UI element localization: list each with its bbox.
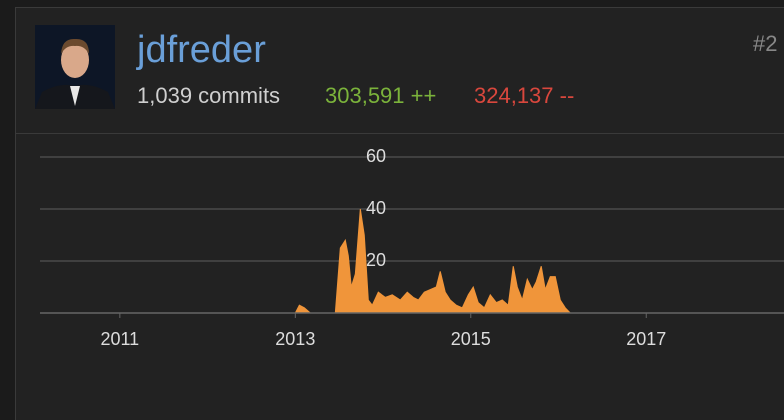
x-tick-label: 2015 [451, 329, 491, 349]
y-tick-label: 20 [366, 250, 386, 270]
deletions: 324,137 -- [474, 83, 574, 108]
page: jdfreder #2 1,039 commits 303,591 ++ 324… [0, 0, 784, 420]
card [16, 8, 784, 420]
user-name[interactable]: jdfreder [136, 29, 266, 71]
avatar[interactable] [35, 25, 115, 109]
commits[interactable]: 1,039 commits [137, 83, 280, 108]
x-tick-label: 2017 [626, 329, 666, 349]
additions: 303,591 ++ [325, 83, 436, 108]
rank: #2 [753, 31, 777, 56]
x-tick-label: 2013 [275, 329, 315, 349]
y-tick-label: 60 [366, 146, 386, 166]
contributor-card: jdfreder #2 1,039 commits 303,591 ++ 324… [0, 0, 784, 420]
x-tick-label: 2011 [100, 329, 139, 349]
y-tick-label: 40 [366, 198, 386, 218]
